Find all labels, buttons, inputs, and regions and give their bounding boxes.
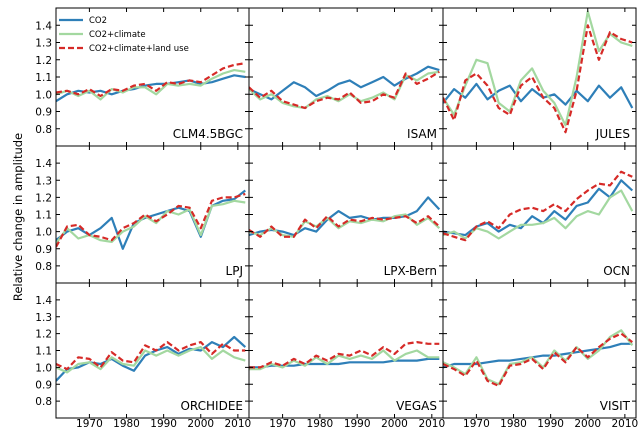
y-tick-label: 1.3: [35, 312, 52, 324]
panel-vegas: 1970 1980 1990 2000 2010 VEGAS: [248, 282, 445, 428]
panels: 0.8 0.9 1.0 1.1 1.2 1.3 1.4 CLM4.5BGC ISAM JULES 0…: [35, 7, 638, 428]
y-tick-label: 1.1: [35, 72, 52, 84]
series-co2-jules: [443, 82, 634, 109]
legend-label-co2-climate-landuse: CO2+climate+land use: [89, 44, 189, 54]
series-co2-climate-landuse-orchidee: [56, 341, 246, 371]
series-co2-climate-landuse-lpx-bern: [249, 215, 441, 238]
series-co2-climate-isam: [249, 70, 440, 110]
panel-clm4-5bgc: 0.8 0.9 1.0 1.1 1.2 1.3 1.4 CLM4.5BGC: [35, 7, 250, 147]
series-co2-climate-visit: [443, 329, 634, 386]
x-tick-label: 1970: [269, 418, 296, 428]
legend-label-co2: CO2: [89, 16, 107, 26]
panel-frame-orchidee: [55, 282, 250, 419]
model-label-clm4-5bgc: CLM4.5BGC: [173, 127, 243, 141]
series-co2-orchidee: [56, 335, 247, 382]
legend-label-co2-climate: CO2+climate: [89, 30, 146, 40]
series-co2-climate-clm4-5bgc: [56, 69, 246, 101]
panel-isam: ISAM: [248, 7, 444, 147]
panel-lpx-bern: LPX-Bern: [248, 145, 444, 284]
y-tick-label: 1.1: [35, 346, 52, 358]
y-tick-label: 0.8: [35, 396, 52, 408]
panel-jules: JULES: [442, 7, 637, 147]
x-tick-label: 2000: [187, 418, 214, 428]
panel-frame-ocn: [442, 145, 637, 284]
y-axis-label: Relative change in amplitude: [11, 133, 25, 301]
x-tick-label: 1990: [537, 418, 564, 428]
model-label-lpx-bern: LPX-Bern: [384, 264, 437, 278]
panel-frame-isam: [248, 7, 444, 147]
x-tick-label: 1990: [344, 418, 371, 428]
series-co2-isam: [249, 65, 440, 101]
x-tick-label: 1990: [150, 418, 177, 428]
legend: CO2 CO2+climate CO2+climate+land use: [59, 16, 189, 54]
y-tick-label: 1.3: [35, 38, 52, 50]
series-co2-lpx-bern: [249, 196, 441, 237]
x-tick-label: 2000: [574, 418, 601, 428]
y-tick-label: 1.3: [35, 175, 52, 187]
model-label-isam: ISAM: [407, 127, 437, 141]
x-tick-label: 2000: [381, 418, 408, 428]
model-label-vegas: VEGAS: [396, 399, 437, 413]
series-co2-climate-landuse-ocn: [443, 170, 633, 242]
y-tick-label: 0.8: [35, 124, 52, 136]
y-tick-label: 1.0: [35, 362, 52, 374]
x-tick-label: 2010: [224, 418, 251, 428]
x-tick-label: 1970: [463, 418, 490, 428]
y-tick-label: 1.4: [35, 20, 52, 32]
series-co2-climate-landuse-isam: [249, 70, 440, 110]
y-tick-label: 0.9: [35, 107, 52, 119]
model-label-jules: JULES: [595, 127, 630, 141]
x-tick-label: 2010: [418, 418, 445, 428]
y-tick-label: 1.1: [35, 210, 52, 222]
series-co2-climate-landuse-visit: [443, 332, 633, 387]
model-label-lpj: LPJ: [226, 264, 243, 278]
series-co2-climate-landuse-clm4-5bgc: [56, 62, 246, 98]
y-tick-label: 1.0: [35, 227, 52, 239]
series-co2-climate-lpj: [56, 199, 246, 245]
y-tick-label: 1.4: [35, 295, 52, 307]
series-co2-climate-landuse-jules: [443, 24, 633, 134]
series-co2-climate-jules: [443, 10, 633, 127]
x-tick-label: 1980: [307, 418, 334, 428]
x-tick-label: 1980: [113, 418, 140, 428]
x-tick-label: 2010: [611, 418, 638, 428]
panel-frame-clm4-5bgc: [55, 7, 250, 147]
y-tick-label: 0.8: [35, 261, 52, 273]
panel-ocn: OCN: [442, 145, 637, 284]
y-tick-label: 1.4: [35, 158, 52, 170]
y-tick-label: 1.2: [35, 192, 52, 204]
model-label-visit: VISIT: [600, 399, 631, 413]
y-tick-label: 1.2: [35, 55, 52, 67]
panel-visit: 1970 1980 1990 2000 2010 VISIT: [442, 282, 638, 428]
y-tick-label: 1.2: [35, 329, 52, 341]
y-tick-label: 0.9: [35, 379, 52, 391]
series-co2-climate-orchidee: [56, 346, 246, 374]
panel-lpj: 0.8 0.9 1.0 1.1 1.2 1.3 1.4 LPJ: [35, 145, 250, 284]
y-tick-label: 0.9: [35, 244, 52, 256]
model-label-ocn: OCN: [603, 264, 630, 278]
panel-frame-visit: [442, 282, 637, 419]
series-co2-climate-landuse-lpj: [56, 192, 246, 248]
x-tick-label: 1970: [76, 418, 103, 428]
x-tick-label: 1980: [500, 418, 527, 428]
model-label-orchidee: ORCHIDEE: [180, 399, 243, 413]
panel-orchidee: 0.8 0.9 1.0 1.1 1.2 1.3 1.4 1970 1980 1990 2000 201…: [35, 282, 251, 428]
series-co2-climate-vegas: [249, 349, 440, 371]
y-tick-label: 1.0: [35, 89, 52, 101]
